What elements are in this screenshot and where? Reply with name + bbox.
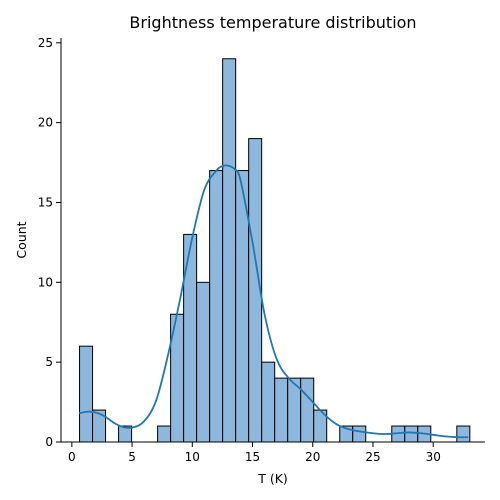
y-tick-label: 10	[38, 275, 53, 289]
kde-curve	[78, 164, 469, 439]
x-tick-label: 20	[305, 450, 320, 464]
x-tick-label: 0	[68, 450, 76, 464]
histogram-bar	[300, 377, 315, 443]
histogram-bars	[79, 58, 471, 443]
y-axis-label: Count	[14, 221, 29, 258]
histogram-bar	[274, 377, 289, 443]
y-tick-label: 15	[38, 195, 53, 209]
histogram-bar	[261, 361, 276, 443]
x-tick-label: 30	[426, 450, 441, 464]
x-axis-ticks: 0 5 10 15 20 25 30	[68, 442, 441, 464]
histogram-bar	[209, 170, 224, 443]
histogram-bar	[157, 425, 172, 443]
y-axis-ticks: 0 5 10 15 20 25	[38, 36, 61, 449]
histogram-bar	[456, 425, 471, 443]
histogram-bar	[79, 345, 94, 443]
histogram-bar	[222, 58, 237, 443]
x-axis-label: T (K)	[257, 471, 288, 486]
y-tick-label: 0	[45, 435, 53, 449]
x-tick-label: 10	[185, 450, 200, 464]
chart-title: Brightness temperature distribution	[129, 13, 416, 32]
x-tick-label: 25	[365, 450, 380, 464]
x-tick-label: 15	[245, 450, 260, 464]
x-tick-label: 5	[128, 450, 136, 464]
y-tick-label: 20	[38, 116, 53, 130]
y-tick-label: 25	[38, 36, 53, 50]
y-tick-label: 5	[45, 355, 53, 369]
histogram-bar	[196, 281, 211, 443]
histogram-bar	[352, 425, 367, 443]
histogram-bar	[404, 425, 419, 443]
histogram-bar	[183, 233, 198, 443]
